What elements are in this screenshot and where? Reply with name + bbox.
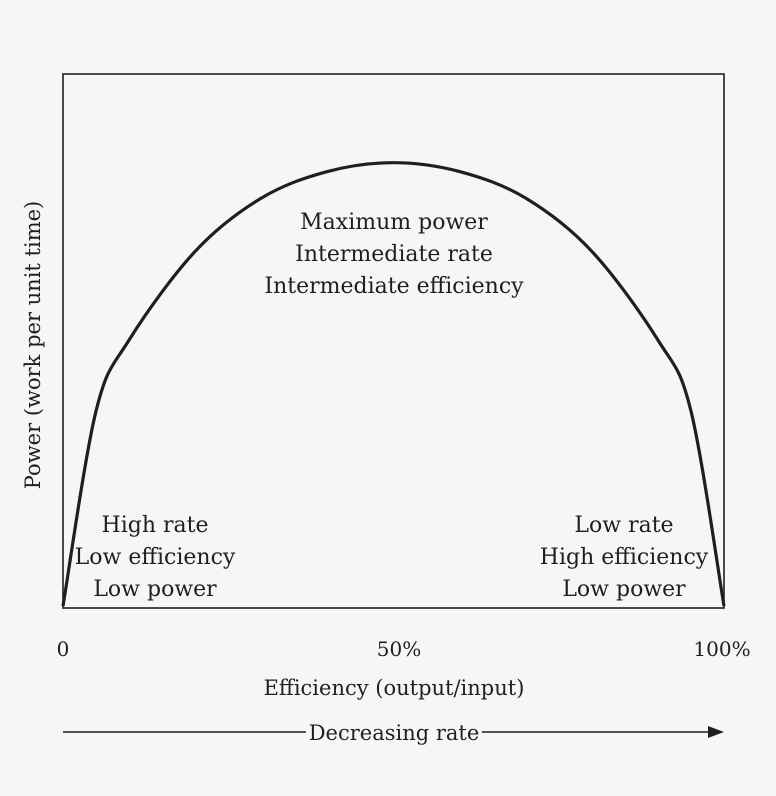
annotation-right-line-3: Low power [562,577,686,602]
plot-frame [62,73,725,609]
x-axis-label: Efficiency (output/input) [264,676,525,700]
annotation-left-line-3: Low power [93,577,217,602]
y-axis-label: Power (work per unit time) [21,201,45,489]
x-tick-label-50: 50% [377,637,421,661]
annotation-right-line-1: Low rate [574,513,673,538]
annotation-left-line-1: High rate [102,513,209,538]
annotation-top-line-2: Intermediate rate [295,242,493,267]
power-curve [61,161,726,607]
rate-arrow-label: Decreasing rate [309,721,480,745]
annotation-top-line-1: Maximum power [300,210,488,235]
annotation-right-line-2: High efficiency [540,545,709,570]
annotation-top-line-3: Intermediate efficiency [264,274,524,299]
arrowhead-icon [708,726,724,738]
x-tick-label-0: 0 [57,637,70,661]
x-tick-label-100: 100% [693,637,750,661]
annotation-left-line-2: Low efficiency [75,545,236,570]
